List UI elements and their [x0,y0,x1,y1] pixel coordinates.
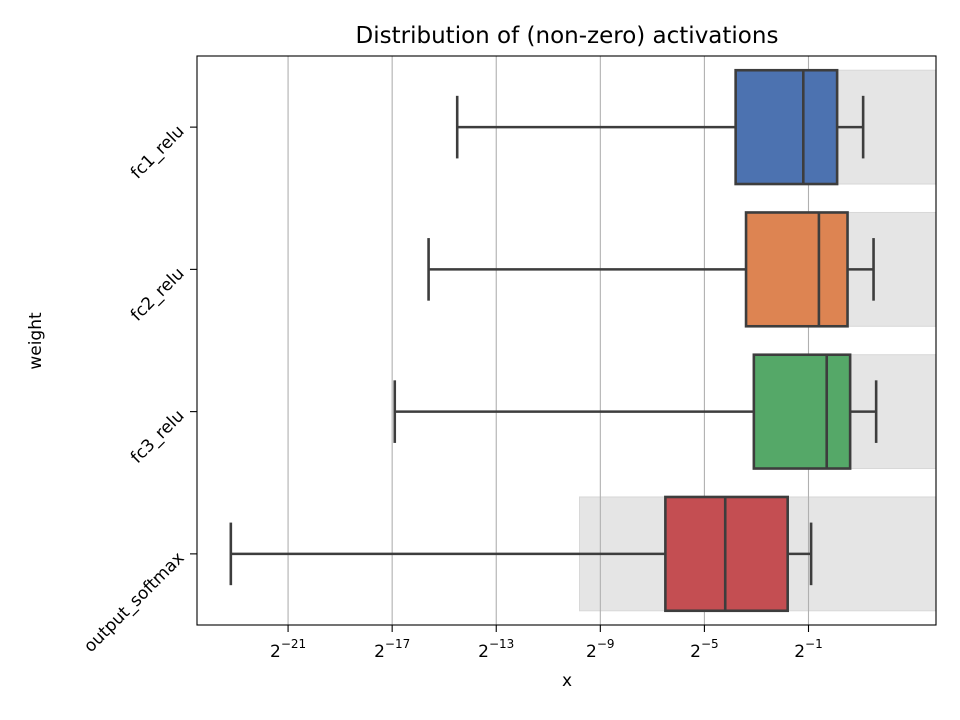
y-tick-label: fc2_relu [127,264,189,326]
iqr-box [752,353,852,470]
x-tick-label: 2−1 [794,637,823,662]
chart-title: Distribution of (non-zero) activations [356,23,779,49]
grid-lines [287,56,810,625]
x-ticks: 2−21 2−17 2−13 2−9 2−5 2−1 [270,625,823,662]
box-plots [229,68,878,613]
box-fc2_relu [427,211,875,328]
y-ticks: fc1_relu fc2_relu fc3_relu output_softmax [80,122,197,657]
iqr-box [734,68,839,186]
y-tick-label: output_softmax [80,548,188,656]
box-fc3_relu [393,353,878,470]
x-tick-label: 2−17 [374,637,410,662]
x-tick-label: 2−9 [586,637,615,662]
x-axis-label: x [562,671,572,691]
iqr-box [664,495,789,613]
x-tick-label: 2−21 [270,637,306,662]
iqr-box [744,211,849,328]
box-output_softmax [229,495,813,613]
x-tick-label: 2−13 [478,637,514,662]
y-axis-label: weight [26,312,46,370]
box-fc1_relu [455,68,865,186]
y-tick-label: fc3_relu [127,406,189,468]
x-tick-label: 2−5 [690,637,719,662]
y-tick-label: fc1_relu [127,122,189,184]
plot-frame [196,55,937,626]
